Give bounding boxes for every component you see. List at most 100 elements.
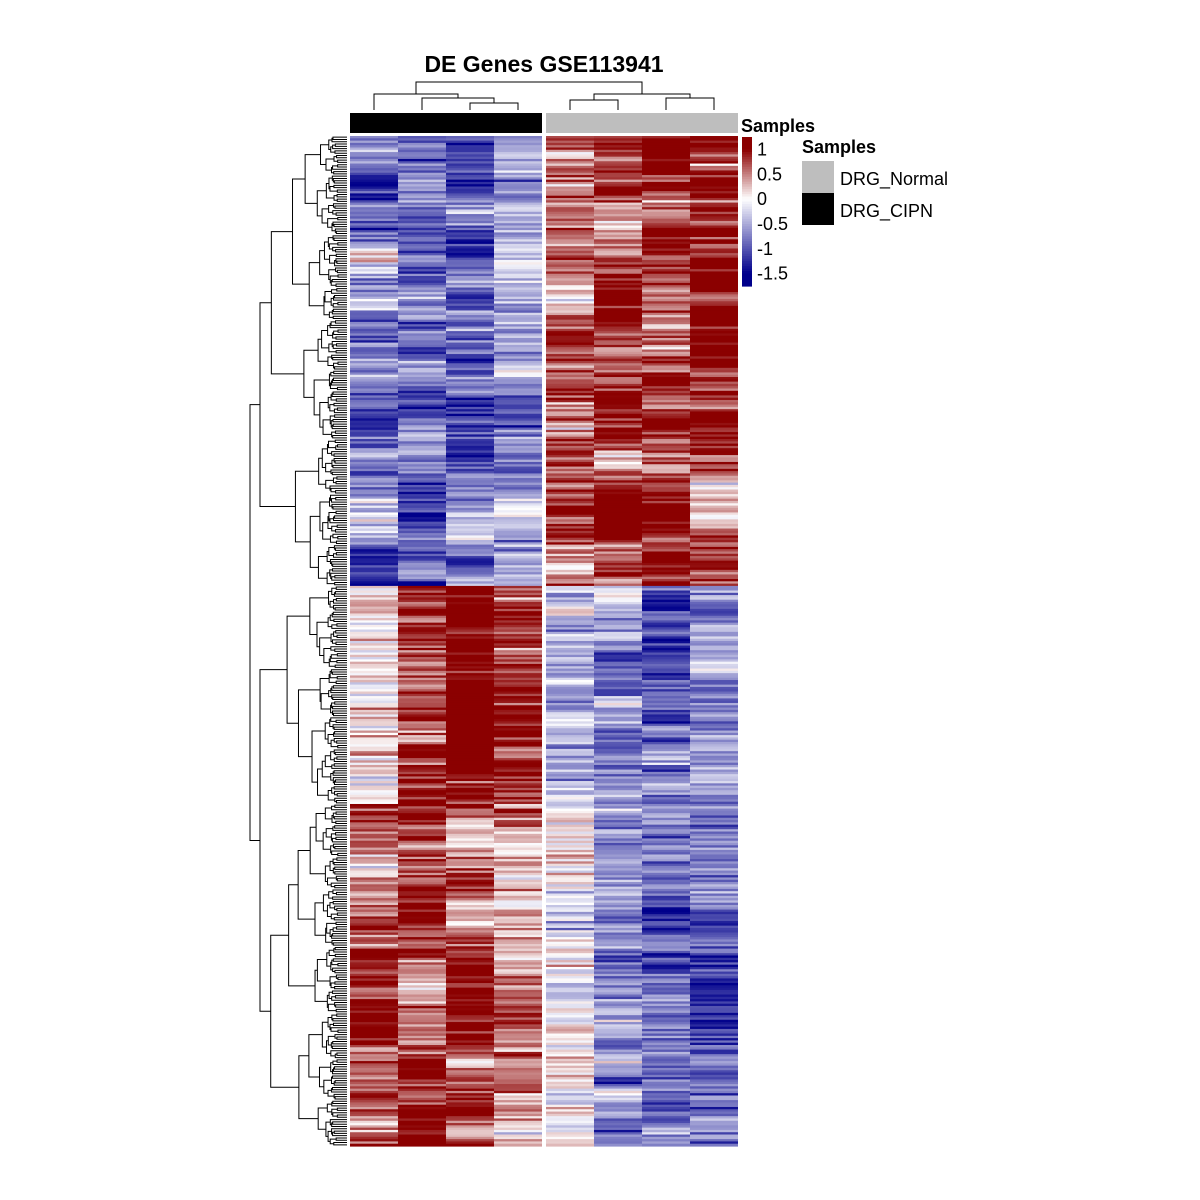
heatmap-cell (446, 363, 494, 367)
heatmap-cell (446, 909, 494, 913)
heatmap-cell (546, 698, 594, 702)
heatmap-cell (594, 450, 642, 454)
heatmap-cell (690, 175, 738, 178)
heatmap-cell (398, 1024, 446, 1028)
heatmap-cell (494, 693, 542, 697)
heatmap-cell (446, 971, 494, 975)
heatmap-cell (494, 801, 542, 805)
heatmap-cell (494, 1051, 542, 1055)
heatmap-cell (494, 315, 542, 318)
dendrogram-branch (332, 136, 347, 140)
dendrogram-branch (316, 958, 331, 982)
heatmap-cell (398, 599, 446, 603)
heatmap-cell (642, 551, 690, 555)
heatmap-cell (594, 443, 642, 447)
heatmap-cell (642, 732, 690, 736)
heatmap-cell (546, 856, 594, 860)
heatmap-cell (494, 581, 542, 585)
colorbar-step (742, 271, 752, 275)
dendrogram-branch (331, 990, 347, 994)
heatmap-cell (690, 1132, 738, 1136)
heatmap-cell (446, 886, 494, 890)
heatmap-cell (398, 487, 446, 491)
dendrogram-branch (334, 205, 347, 209)
heatmap-cell (350, 599, 398, 603)
heatmap-cell (594, 569, 642, 573)
dendrogram-branch (332, 1060, 347, 1066)
heatmap-cell (546, 243, 594, 247)
legend-label-drg-normal: DRG_Normal (840, 169, 948, 190)
colorbar-step (742, 221, 752, 225)
heatmap-cell (594, 856, 642, 860)
heatmap-cell (642, 535, 690, 539)
colorbar-step (742, 196, 752, 200)
heatmap-cell (446, 248, 494, 252)
heatmap-cell (690, 948, 738, 952)
heatmap-cell (642, 654, 690, 658)
heatmap-cell (594, 950, 642, 954)
dendrogram-branch (331, 934, 347, 939)
heatmap-cell (494, 583, 542, 587)
heatmap-cell (594, 579, 642, 582)
heatmap-cell (350, 957, 398, 961)
heatmap-cell (546, 280, 594, 284)
heatmap-cell (546, 540, 594, 543)
heatmap-cell (546, 170, 594, 174)
heatmap-cell (690, 161, 738, 165)
heatmap-cell (594, 505, 642, 509)
heatmap-cell (350, 948, 398, 952)
heatmap-cell (446, 487, 494, 491)
heatmap-cell (350, 147, 398, 151)
heatmap-cell (642, 223, 690, 227)
heatmap-cell (690, 540, 738, 543)
heatmap-cell (546, 641, 594, 644)
heatmap-cell (398, 418, 446, 422)
heatmap-cell (690, 503, 738, 507)
heatmap-cell (446, 948, 494, 952)
heatmap-cell (642, 661, 690, 665)
heatmap-cell (446, 721, 494, 725)
heatmap-cell (546, 921, 594, 924)
colorbar-gradient (742, 137, 752, 287)
heatmap-cell (690, 1058, 738, 1062)
heatmap-cell (350, 854, 398, 858)
heatmap-cell (546, 608, 594, 612)
heatmap-cell (594, 794, 642, 798)
heatmap-cell (446, 243, 494, 247)
heatmap-cell (594, 709, 642, 713)
heatmap-cell (546, 742, 594, 745)
heatmap-cell (350, 753, 398, 757)
heatmap-cell (446, 1111, 494, 1115)
heatmap-cell (350, 294, 398, 298)
heatmap-cell (350, 579, 398, 582)
heatmap-cell (642, 833, 690, 837)
dendrogram-branch (335, 875, 347, 881)
heatmap-cell (446, 613, 494, 617)
heatmap-cell (446, 1093, 494, 1097)
heatmap-cell (350, 1118, 398, 1122)
heatmap-cell (398, 347, 446, 351)
heatmap-cell (398, 808, 446, 812)
heatmap-cell (690, 234, 738, 238)
heatmap-cell (546, 638, 594, 642)
heatmap-cell (446, 728, 494, 732)
heatmap-cell (494, 737, 542, 741)
heatmap-cell (690, 294, 738, 298)
heatmap-cell (398, 879, 446, 883)
heatmap-cell (350, 1040, 398, 1044)
heatmap-cell (494, 149, 542, 153)
heatmap-cell (690, 716, 738, 720)
heatmap-cell (642, 154, 690, 158)
heatmap-cell (690, 992, 738, 996)
dendrogram-branch (336, 926, 347, 930)
heatmap-cell (546, 1100, 594, 1103)
heatmap-cell (690, 241, 738, 245)
heatmap-cell (446, 145, 494, 149)
heatmap-cell (350, 542, 398, 546)
heatmap-cell (642, 452, 690, 456)
heatmap-cell (350, 416, 398, 419)
heatmap-cell (690, 248, 738, 252)
heatmap-cell (446, 742, 494, 745)
dendrogram-branch (335, 1004, 347, 1008)
heatmap-cell (642, 937, 690, 941)
